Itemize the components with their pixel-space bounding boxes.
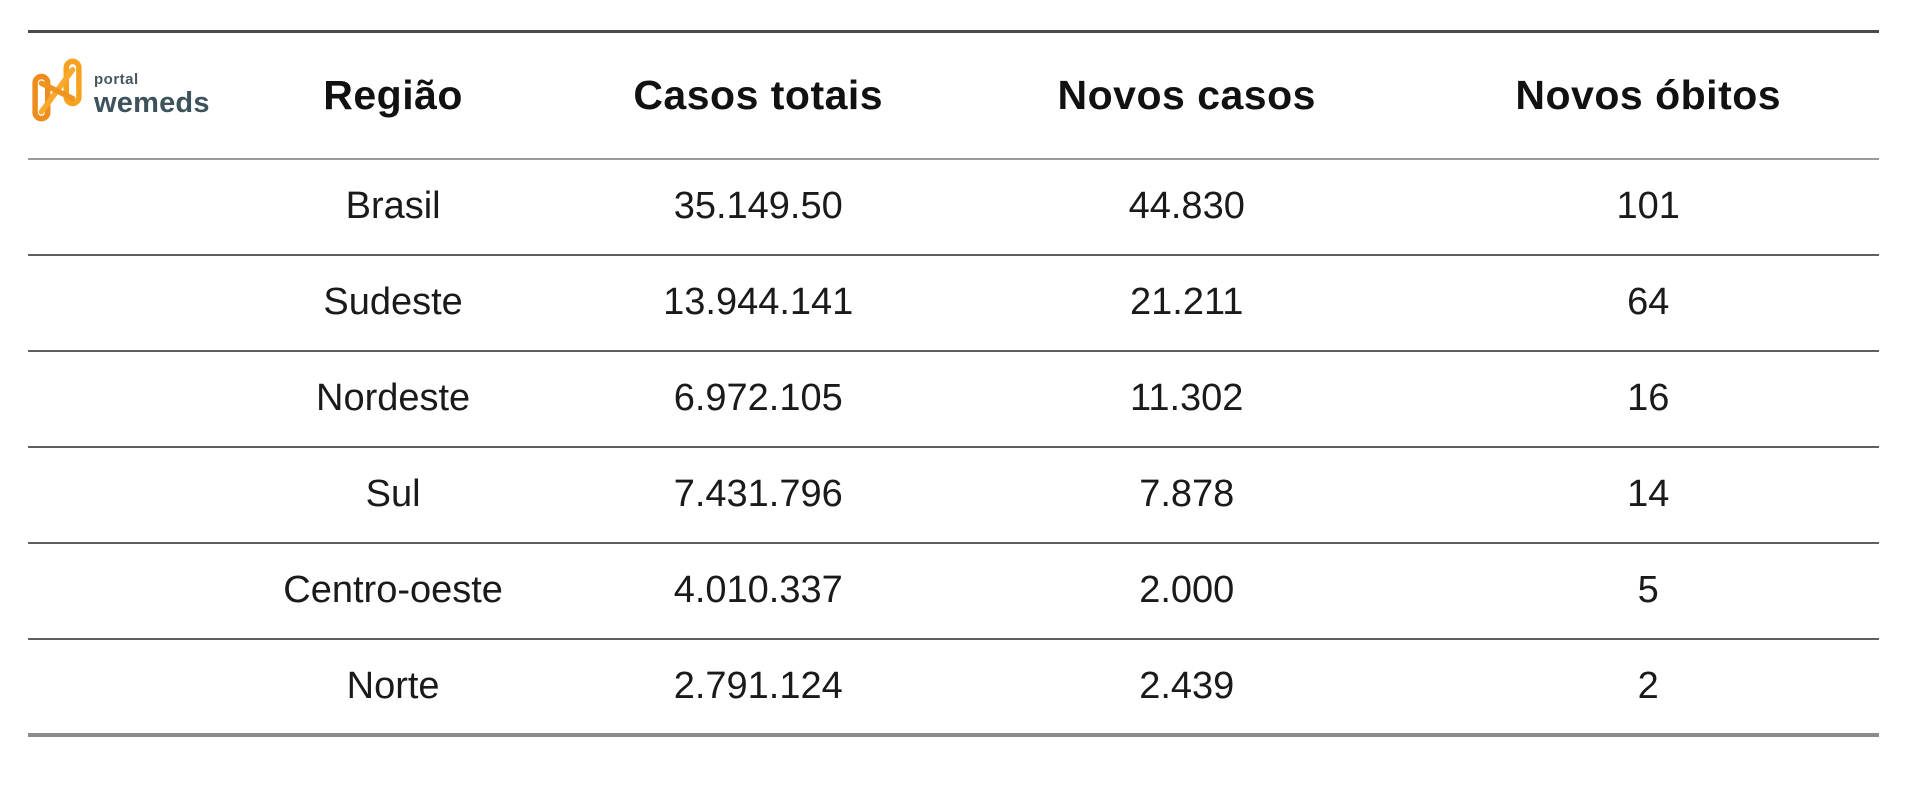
empty-cell (28, 255, 226, 351)
cell-regiao: Sudeste (323, 281, 463, 323)
empty-cell (28, 639, 226, 735)
brand-text: portal wemeds (94, 72, 210, 118)
brand-name-regular: we (94, 87, 134, 120)
column-header-novos-casos: Novos casos (1057, 71, 1316, 118)
brand-cell: portal wemeds (28, 32, 226, 159)
cell-novos-obitos: 101 (1616, 185, 1680, 227)
cell-novos-casos: 21.211 (1130, 281, 1244, 323)
cell-casos-totais: 6.972.105 (673, 377, 843, 419)
cell-novos-obitos: 2 (1637, 664, 1659, 707)
cell-casos-totais: 7.431.796 (673, 473, 843, 515)
cell-novos-casos: 11.302 (1130, 377, 1244, 419)
cell-regiao: Sul (365, 473, 421, 515)
table-row: Centro-oeste 4.010.337 2.000 5 (28, 543, 1879, 639)
cell-casos-totais: 2.791.124 (673, 664, 843, 707)
table-row: Nordeste 6.972.105 11.302 16 (28, 351, 1879, 447)
covid-region-table: portal wemeds Região Casos totais Novos … (28, 30, 1879, 737)
cell-novos-obitos: 14 (1627, 473, 1670, 515)
cell-novos-obitos: 5 (1637, 569, 1659, 611)
empty-cell (28, 159, 226, 255)
column-header-casos-totais: Casos totais (633, 71, 884, 118)
table-row: Brasil 35.149.50 44.830 101 (28, 159, 1879, 255)
brand-name-label: wemeds (94, 89, 210, 118)
cell-novos-casos: 2.439 (1139, 664, 1235, 707)
header-row: portal wemeds Região Casos totais Novos … (28, 32, 1879, 159)
column-header-regiao: Região (323, 71, 463, 118)
cell-novos-casos: 2.000 (1139, 569, 1235, 611)
cell-regiao: Nordeste (316, 377, 471, 419)
cell-regiao: Brasil (345, 185, 441, 227)
cell-novos-casos: 7.878 (1139, 473, 1235, 515)
cell-novos-casos: 44.830 (1128, 185, 1245, 227)
cell-casos-totais: 4.010.337 (673, 569, 843, 611)
wemeds-logo-icon (30, 58, 84, 132)
empty-cell (28, 447, 226, 543)
empty-cell (28, 351, 226, 447)
table-row: Sul 7.431.796 7.878 14 (28, 447, 1879, 543)
cell-casos-totais: 13.944.141 (663, 281, 854, 323)
table-row: Norte 2.791.124 2.439 2 (28, 639, 1879, 735)
brand-name-bold: meds (133, 87, 210, 120)
cell-regiao: Norte (346, 664, 440, 707)
table-row: Sudeste 13.944.141 21.211 64 (28, 255, 1879, 351)
cell-regiao: Centro-oeste (283, 569, 503, 611)
wemeds-brand: portal wemeds (28, 58, 226, 132)
cell-casos-totais: 35.149.50 (673, 185, 843, 227)
column-header-novos-obitos: Novos óbitos (1515, 71, 1782, 118)
brand-portal-label: portal (94, 71, 139, 89)
empty-cell (28, 543, 226, 639)
cell-novos-obitos: 64 (1627, 281, 1670, 323)
cell-novos-obitos: 16 (1627, 377, 1670, 419)
